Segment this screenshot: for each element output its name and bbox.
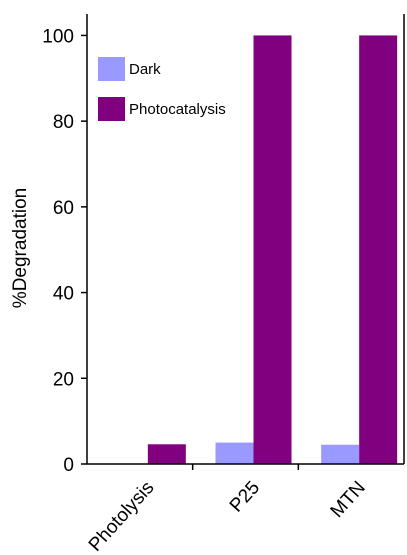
y-tick-label: 20: [53, 369, 74, 390]
y-tick-label: 40: [53, 284, 74, 305]
bars-group: [147, 35, 398, 465]
legend-swatch-dark: [98, 57, 125, 81]
y-tick-label: 0: [63, 455, 74, 476]
y-tick-label: 80: [53, 112, 74, 133]
legend-label-dark: Dark: [129, 61, 161, 78]
legend-label-photocatalysis: Photocatalysis: [129, 101, 226, 118]
y-axis-title: %Degradation: [10, 188, 31, 308]
legend: Dark Photocatalysis: [98, 57, 226, 121]
bar-dark-mtn: [321, 444, 360, 464]
bar-photocatalysis-p25: [253, 35, 292, 465]
y-tick-label: 60: [53, 198, 74, 219]
axes-group: 0 20 40 60 80 100 Photolysis P25 MTN: [42, 14, 405, 555]
x-category-label: Photolysis: [85, 477, 159, 555]
x-category-label: MTN: [327, 477, 370, 522]
bar-photocatalysis-photolysis: [147, 444, 186, 464]
y-tick-label: 100: [42, 26, 74, 47]
legend-swatch-photocatalysis: [98, 97, 125, 121]
bar-photocatalysis-mtn: [359, 35, 398, 465]
x-category-label: P25: [226, 477, 264, 516]
bar-dark-p25: [215, 442, 254, 464]
